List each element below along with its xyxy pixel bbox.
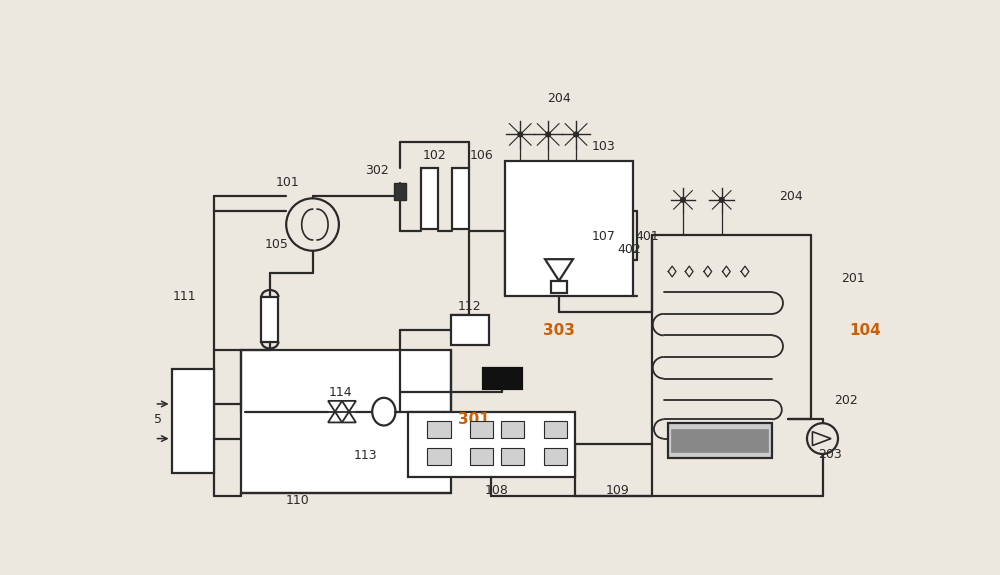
Text: 401: 401: [635, 231, 659, 243]
Text: 103: 103: [592, 140, 616, 152]
Text: 113: 113: [353, 449, 377, 462]
Bar: [261, 297, 278, 342]
Text: 106: 106: [470, 149, 493, 162]
Text: 204: 204: [780, 190, 803, 202]
Circle shape: [573, 131, 579, 137]
Bar: [172, 369, 214, 473]
Text: 109: 109: [605, 485, 629, 497]
Text: 107: 107: [592, 231, 616, 243]
Text: 104: 104: [849, 323, 881, 338]
Text: 201: 201: [842, 272, 865, 285]
Text: 114: 114: [329, 386, 352, 399]
Bar: [427, 421, 450, 438]
Bar: [483, 368, 522, 389]
Text: 204: 204: [547, 92, 571, 105]
Bar: [421, 167, 438, 229]
Bar: [452, 167, 469, 229]
Text: 5: 5: [154, 413, 162, 426]
Text: 302: 302: [365, 164, 389, 177]
Bar: [241, 350, 450, 493]
Bar: [544, 448, 567, 465]
Text: 110: 110: [285, 494, 309, 507]
Text: 203: 203: [818, 447, 842, 461]
Text: 101: 101: [276, 176, 300, 189]
Bar: [408, 412, 574, 477]
Text: 102: 102: [423, 149, 447, 162]
Bar: [394, 183, 406, 200]
Circle shape: [545, 131, 551, 137]
Bar: [470, 448, 493, 465]
Circle shape: [719, 197, 725, 203]
Bar: [501, 448, 524, 465]
Bar: [668, 423, 772, 458]
Text: 402: 402: [617, 243, 641, 256]
Bar: [671, 430, 768, 452]
Bar: [501, 421, 524, 438]
Text: 112: 112: [458, 300, 482, 313]
Circle shape: [680, 197, 686, 203]
Text: 108: 108: [485, 485, 509, 497]
Text: 105: 105: [264, 238, 288, 251]
Bar: [544, 421, 567, 438]
Text: 111: 111: [173, 290, 196, 302]
Text: 202: 202: [834, 394, 858, 407]
Bar: [450, 316, 489, 344]
Bar: [470, 421, 493, 438]
Bar: [427, 448, 450, 465]
Text: 303: 303: [543, 323, 575, 338]
Circle shape: [517, 131, 523, 137]
Bar: [505, 162, 633, 296]
Bar: [551, 281, 567, 293]
Text: 301: 301: [458, 412, 490, 427]
